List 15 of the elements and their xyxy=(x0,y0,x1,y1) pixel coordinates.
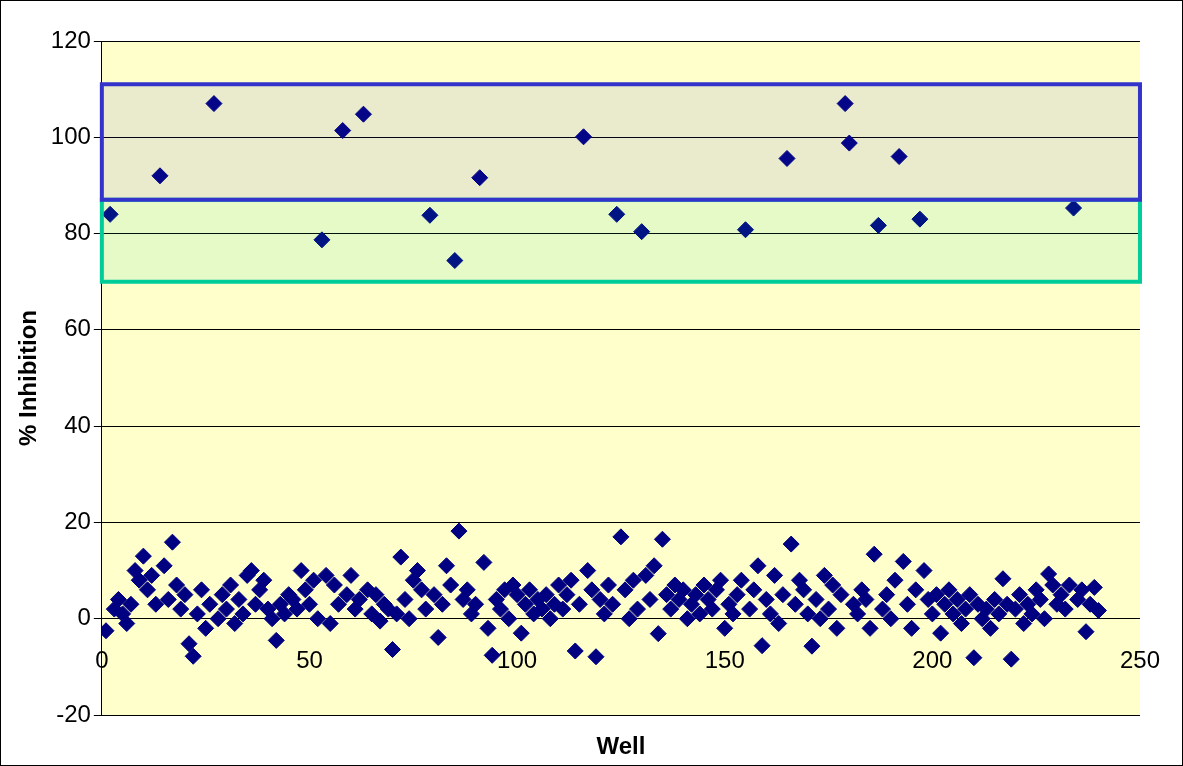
x-tick-label: 50 xyxy=(296,645,323,673)
x-tick-label: 150 xyxy=(704,645,745,673)
y-tick-label: 60 xyxy=(64,314,91,342)
x-tick-label: 200 xyxy=(912,645,953,673)
y-tick-label: 0 xyxy=(77,603,91,631)
y-tick-label: 80 xyxy=(64,218,91,246)
y-tick-label: 100 xyxy=(50,121,91,149)
y-tick-label: -20 xyxy=(56,699,91,727)
x-axis-title: Well xyxy=(596,731,646,759)
y-tick-label: 20 xyxy=(64,507,91,535)
y-tick-label: 120 xyxy=(50,25,91,53)
x-tick-label: 250 xyxy=(1119,645,1160,673)
y-axis-title: % Inhibition xyxy=(14,310,42,446)
x-tick-label: 100 xyxy=(497,645,538,673)
y-tick-label: 40 xyxy=(64,410,91,438)
